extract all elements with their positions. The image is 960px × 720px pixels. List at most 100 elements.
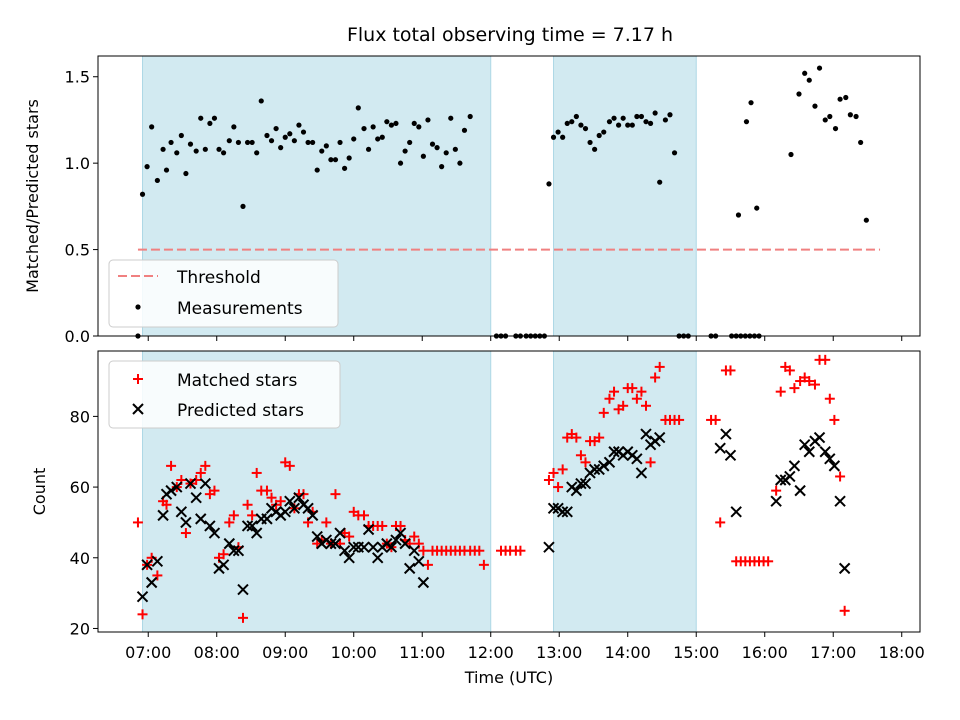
measurement-point: [806, 77, 812, 83]
measurement-point: [467, 113, 473, 120]
measurement-point: [643, 119, 649, 125]
matched-marker: [161, 499, 172, 510]
measurement-point: [657, 179, 663, 185]
y-tick-label: 40: [70, 549, 90, 568]
measurement-point: [546, 181, 552, 187]
matched-marker: [820, 354, 831, 365]
predicted-marker: [302, 502, 314, 514]
x-tick-label: 08:00: [194, 643, 240, 662]
measurement-point: [264, 132, 270, 139]
predicted-marker: [813, 431, 826, 444]
matched-marker: [571, 432, 582, 443]
predicted-marker: [714, 442, 726, 454]
matched-marker: [275, 496, 286, 507]
series-matched-stars: [132, 354, 850, 623]
y-tick-label: 0.5: [65, 241, 90, 260]
matched-marker: [166, 460, 177, 471]
x-tick-label: 13:00: [536, 643, 582, 662]
y-tick-label: 60: [70, 478, 90, 497]
matched-marker: [641, 400, 651, 411]
matched-marker: [251, 467, 262, 478]
matched-marker: [261, 485, 272, 496]
predicted-marker: [385, 541, 398, 553]
measurement-point: [254, 150, 260, 156]
measurement-point: [397, 160, 404, 166]
x-tick-label: 16:00: [742, 643, 788, 662]
matched-marker: [609, 386, 620, 397]
predicted-marker: [635, 467, 648, 479]
matched-marker: [321, 517, 332, 528]
measurement-point: [858, 139, 864, 146]
predicted-marker: [408, 544, 420, 557]
matched-marker: [829, 414, 840, 425]
measurement-point: [638, 113, 645, 120]
x-tick-label: 17:00: [810, 643, 856, 662]
predicted-marker: [208, 527, 221, 539]
x-tick-label: 07:00: [125, 643, 171, 662]
matched-marker: [377, 520, 388, 531]
measurement-point: [240, 203, 246, 209]
matched-marker: [839, 605, 850, 616]
measurement-point: [198, 115, 204, 121]
measurement-point: [457, 160, 463, 166]
predicted-marker: [603, 456, 616, 469]
predicted-marker: [730, 506, 742, 518]
plot-frame: [97, 350, 921, 633]
matched-marker: [710, 414, 721, 425]
measurement-point: [652, 110, 658, 116]
predicted-marker: [828, 460, 841, 472]
predicted-marker: [306, 509, 319, 522]
predicted-marker: [394, 527, 407, 539]
predicted-marker: [157, 509, 169, 522]
measurement-point: [812, 103, 818, 109]
matched-marker: [771, 485, 782, 496]
ratio-panel: 0.0 0.5 1.0 1.5 Matched/Predicted stars Thres…: [23, 55, 921, 346]
y-tick-label: 1.0: [65, 154, 90, 173]
measurement-point: [647, 120, 654, 127]
measurement-point: [816, 65, 823, 71]
matched-marker: [515, 545, 526, 556]
measurement-point: [291, 138, 297, 144]
matched-marker: [627, 383, 638, 394]
predicted-marker: [237, 583, 249, 596]
measurement-point: [582, 125, 589, 132]
predicted-marker: [588, 463, 601, 476]
measurement-point: [355, 105, 361, 111]
measurement-point: [235, 139, 242, 146]
measurement-point: [314, 167, 320, 173]
predicted-marker: [608, 446, 620, 458]
x-tick-label: 14:00: [605, 643, 651, 662]
matched-marker: [775, 386, 786, 397]
x-tick-label: 18:00: [879, 643, 925, 662]
measurement-point: [853, 113, 859, 120]
measurement-point: [555, 129, 561, 135]
matched-marker: [575, 450, 586, 461]
measurement-point: [296, 122, 302, 128]
measurement-point: [578, 122, 584, 128]
matched-marker: [478, 559, 489, 570]
predicted-marker: [640, 428, 652, 440]
measurement-point: [278, 145, 284, 151]
measurement-point: [611, 115, 617, 121]
measurement-point: [569, 119, 575, 125]
measurement-point: [550, 134, 557, 140]
measurement-point: [351, 136, 357, 142]
x-tick-label: 09:00: [262, 643, 308, 662]
measurement-point: [802, 70, 808, 76]
measurement-point: [310, 139, 316, 146]
measurement-point: [863, 217, 869, 223]
x-tick-label: 12:00: [468, 643, 514, 662]
matched-marker: [580, 457, 591, 468]
y-tick-label: 20: [70, 619, 90, 638]
matched-marker: [247, 510, 258, 521]
y-tick-label: 80: [70, 407, 90, 426]
predicted-marker: [338, 544, 351, 557]
matched-marker: [725, 365, 736, 376]
measurement-point: [379, 134, 385, 140]
matched-marker: [618, 400, 629, 411]
measurement-point: [323, 143, 329, 149]
predicted-marker: [417, 576, 430, 589]
measurement-point: [748, 100, 754, 106]
matched-marker: [200, 460, 211, 471]
